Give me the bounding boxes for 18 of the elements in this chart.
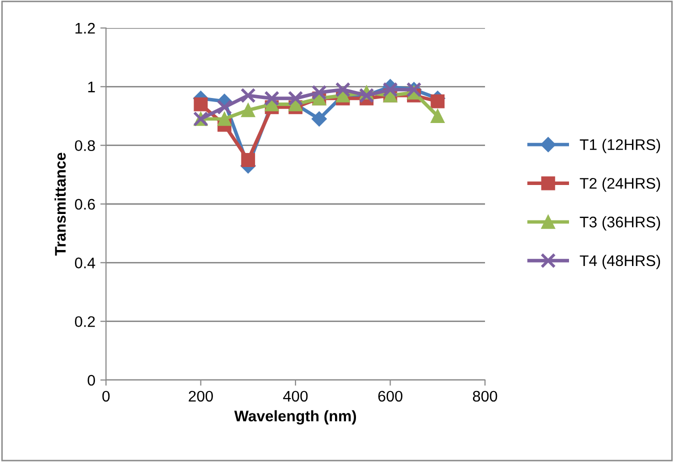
- x-tick-label: 200: [188, 390, 213, 402]
- y-tick-label: 0: [88, 374, 95, 386]
- x-tick-label: 800: [472, 390, 498, 402]
- y-tick-label: 0.6: [74, 198, 95, 210]
- y-tick-label: 0.4: [74, 258, 96, 268]
- legend-label: T1 (12HRS): [580, 138, 660, 154]
- x-tick-label: 400: [283, 390, 308, 402]
- y-tick-label: 0.8: [74, 140, 95, 152]
- y-tick-label: 1.2: [76, 22, 95, 34]
- legend-label: T3 (36HRS): [580, 216, 660, 230]
- y-tick-label: 0.2: [74, 316, 95, 328]
- y-axis-title: Transmittance: [54, 152, 66, 256]
- legend-label: T2 (24HRS): [580, 178, 660, 192]
- x-tick-label: 0: [102, 390, 110, 402]
- x-axis-title: Wavelength (nm): [234, 410, 356, 425]
- y-tick-label: 1: [88, 82, 95, 92]
- x-tick-label: 600: [378, 390, 402, 402]
- legend-label: T4 (48HRS): [580, 254, 660, 270]
